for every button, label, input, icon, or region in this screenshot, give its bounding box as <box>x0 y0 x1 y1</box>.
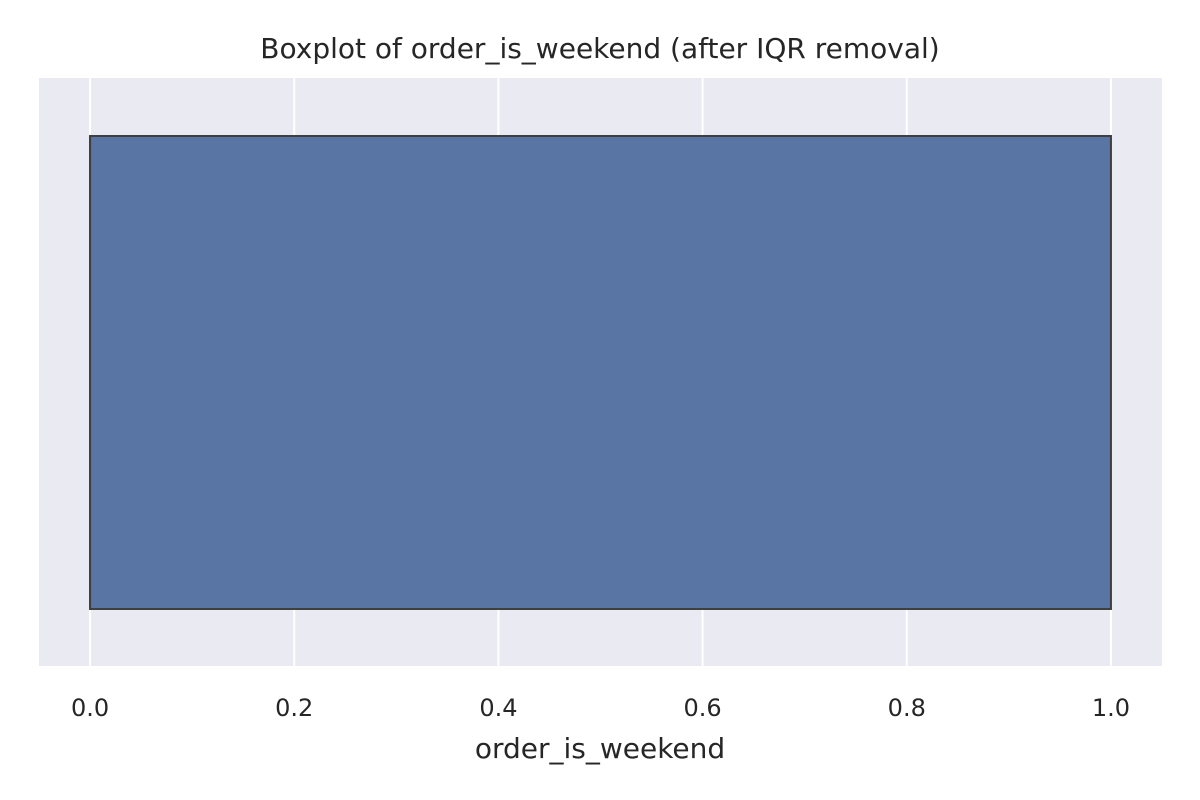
box-layer <box>89 135 1112 610</box>
x-tick-label: 0.2 <box>275 694 313 722</box>
chart-title: Boxplot of order_is_weekend (after IQR r… <box>260 32 939 65</box>
x-tick-label: 0.6 <box>684 694 722 722</box>
x-tick-label: 0.0 <box>71 694 109 722</box>
box-iqr <box>89 135 1112 610</box>
x-axis-ticks: 0.0 0.2 0.4 0.6 0.8 1.0 <box>71 694 1130 722</box>
x-tick-label: 0.8 <box>888 694 926 722</box>
x-tick-label: 0.4 <box>479 694 517 722</box>
x-axis-label: order_is_weekend <box>475 732 725 765</box>
x-tick-label: 1.0 <box>1092 694 1130 722</box>
